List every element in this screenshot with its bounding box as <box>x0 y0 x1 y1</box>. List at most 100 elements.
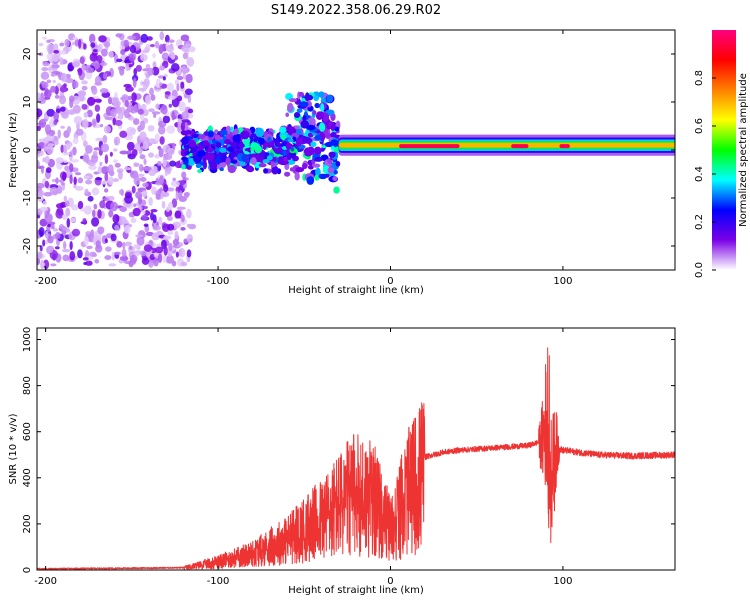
spectrogram-blob <box>214 134 221 141</box>
spectrogram-blob <box>285 93 293 101</box>
spectrogram-noise-blob <box>164 91 171 95</box>
spectrogram-blob <box>229 126 234 133</box>
spectrogram-blob <box>314 102 320 109</box>
spectrogram-noise-blob <box>184 43 191 47</box>
spectrogram-noise-blob <box>59 42 65 47</box>
spectrogram-noise-blob <box>178 101 186 112</box>
spectrogram-noise-blob <box>54 246 60 250</box>
spectrogram-noise-blob <box>82 118 89 129</box>
spectrogram-noise-blob <box>37 108 43 118</box>
spectrogram-noise-blob <box>118 189 124 195</box>
spectrogram-noise-blob <box>47 223 51 228</box>
spectrogram-noise-blob <box>149 87 154 96</box>
spectrogram-noise-blob <box>60 144 64 153</box>
spectrogram-noise-blob <box>91 118 97 127</box>
spectrogram-noise-blob <box>39 206 48 212</box>
spectrogram-noise-blob <box>158 188 165 192</box>
spectrogram-noise-blob <box>133 244 141 249</box>
spectrogram-blob <box>330 145 336 151</box>
spectrogram-blob <box>295 166 305 173</box>
spectrogram-noise-blob <box>72 61 80 68</box>
colorbar-tick-label: 0.2 <box>694 214 705 230</box>
spectrogram-noise-blob <box>124 99 129 108</box>
spectrogram-noise-blob <box>85 67 95 73</box>
spectrogram-noise-blob <box>45 231 49 240</box>
spectrogram-noise-blob <box>166 187 175 192</box>
spectrogram-noise-blob <box>187 108 194 114</box>
spectrogram-noise-blob <box>84 188 89 195</box>
spectrogram-noise-blob <box>108 263 117 267</box>
spectrogram-blob <box>298 91 305 97</box>
spectrogram-noise-blob <box>126 126 135 137</box>
spectrogram-noise-blob <box>155 103 160 110</box>
spectrogram-noise-blob <box>57 207 64 216</box>
spectrogram-noise-blob <box>62 240 67 251</box>
spectrogram-noise-blob <box>182 52 189 60</box>
snr-y-tick-label: 1000 <box>22 327 33 352</box>
spectrogram-noise-blob <box>50 85 57 93</box>
spectrogram-noise-blob <box>133 175 141 186</box>
spectrogram-noise-blob <box>47 245 54 254</box>
spectrogram-blob <box>267 136 272 143</box>
spectrogram-noise-blob <box>81 62 86 73</box>
spectrogram-noise-blob <box>132 77 137 88</box>
spectrogram-noise-blob <box>112 178 120 182</box>
spectrogram-noise-blob <box>39 195 44 202</box>
spectrogram-noise-blob <box>104 172 109 182</box>
spectrogram-noise-blob <box>82 43 87 50</box>
spectrogram-noise-blob <box>154 40 160 49</box>
spectrogram-noise-blob <box>93 98 102 103</box>
spectrogram-noise-blob <box>41 67 49 72</box>
spectrogram-noise-blob <box>66 126 72 134</box>
spectrogram-noise-blob <box>149 44 155 48</box>
spectrogram-noise-blob <box>69 250 76 261</box>
spectrogram-noise-blob <box>159 136 165 145</box>
spectrogram-noise-blob <box>42 61 50 67</box>
spectrogram-noise-blob <box>60 72 68 83</box>
spectrogram-noise-blob <box>120 49 126 56</box>
spectrogram-noise-blob <box>187 95 192 103</box>
spectrogram-noise-blob <box>89 52 98 62</box>
spectrogram-noise-blob <box>152 224 161 231</box>
spectrogram-noise-blob <box>46 108 55 117</box>
spectrogram-noise-blob <box>62 214 68 220</box>
spectrogram-noise-blob <box>153 258 159 267</box>
spectrogram-noise-blob <box>44 213 53 223</box>
spectrogram-noise-blob <box>37 182 45 189</box>
spectrogram-noise-blob <box>75 128 84 136</box>
spectrogram-noise-blob <box>141 166 150 171</box>
spectrogram-noise-blob <box>168 52 175 59</box>
spectrogram-noise-blob <box>69 240 73 251</box>
spectrogram-noise-blob <box>119 130 128 138</box>
spectrogram-noise-blob <box>180 226 186 231</box>
spectrogram-noise-blob <box>184 88 193 95</box>
spectrogram-noise-blob <box>81 85 88 91</box>
spectrogram-blob <box>258 163 267 168</box>
spectrogram-noise-blob <box>142 68 149 72</box>
spectrogram-blob <box>320 103 325 112</box>
spectrogram-noise-blob <box>118 170 123 180</box>
spectrogram-noise-blob <box>138 198 143 205</box>
spectrogram-noise-blob <box>180 121 185 132</box>
snr-x-tick-label: 0 <box>387 576 393 587</box>
spectrogram-blob <box>262 158 270 164</box>
spectrogram-blob <box>305 124 316 131</box>
spectrogram-noise-blob <box>65 146 71 150</box>
spectrogram-blob <box>287 102 294 112</box>
spectrogram-noise-blob <box>154 133 160 143</box>
spectrogram-noise-blob <box>143 244 153 252</box>
spectrogram-noise-blob <box>170 180 180 187</box>
spectrogram-noise-blob <box>115 33 123 38</box>
spectrogram-noise-blob <box>160 104 168 115</box>
spectrogram-noise-blob <box>55 157 64 164</box>
spectrogram-noise-blob <box>83 140 88 148</box>
spectrogram-noise-blob <box>58 179 64 183</box>
spectrogram-noise-blob <box>147 67 154 76</box>
spectrogram-noise-blob <box>62 152 71 156</box>
spectrogram-blob <box>227 164 237 174</box>
spectrogram-blob <box>284 171 291 177</box>
spectrogram-noise-blob <box>158 216 163 226</box>
spectrogram-noise-blob <box>157 253 163 264</box>
spectrogram-noise-blob <box>72 36 78 41</box>
spectrogram-noise-blob <box>43 192 53 197</box>
